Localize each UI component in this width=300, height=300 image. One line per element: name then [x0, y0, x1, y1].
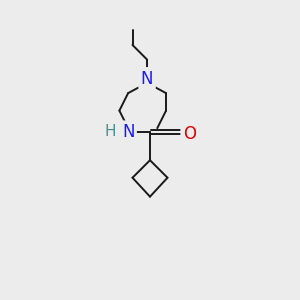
- Text: N: N: [122, 123, 134, 141]
- Text: H: H: [105, 124, 116, 140]
- Text: O: O: [183, 125, 196, 143]
- Text: N: N: [141, 70, 153, 88]
